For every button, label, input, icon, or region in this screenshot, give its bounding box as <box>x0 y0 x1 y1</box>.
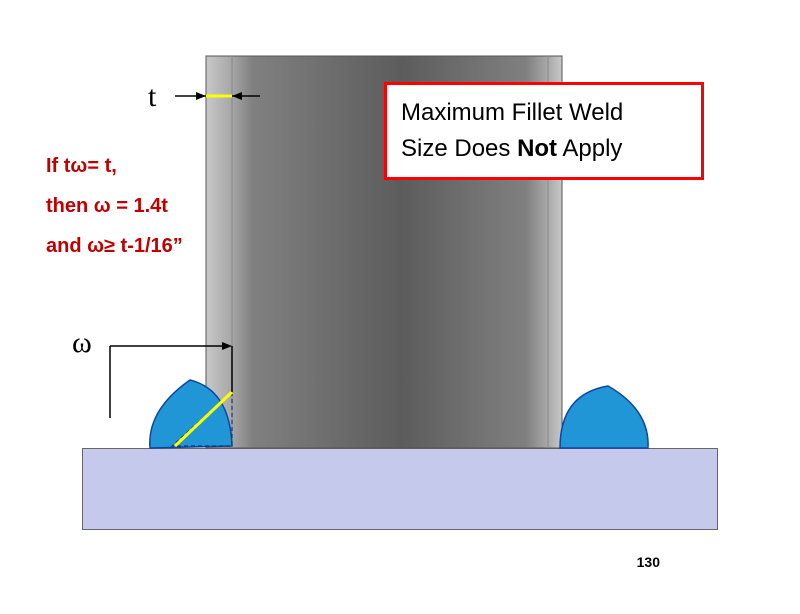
callout-bold: Not <box>517 135 557 162</box>
red-line-3: and ω≥ t-1/16” <box>46 226 183 266</box>
callout-box: Maximum Fillet Weld Size Does Not Apply <box>384 82 704 180</box>
omega-dimension <box>110 342 232 418</box>
red-line-1: If tω= t, <box>46 146 183 186</box>
t-label: t <box>148 80 156 114</box>
callout-line-2: Size Does Not Apply <box>401 131 687 167</box>
callout-post: Apply <box>557 135 622 162</box>
callout-line-1: Maximum Fillet Weld <box>401 95 687 131</box>
t-arrow-left <box>175 92 206 100</box>
omega-text: ω <box>72 326 92 359</box>
page-number: 130 <box>637 554 660 570</box>
red-line-2: then ω = 1.4t <box>46 186 183 226</box>
red-note: If tω= t, then ω = 1.4t and ω≥ t-1/16” <box>46 146 183 266</box>
callout-pre: Size Does <box>401 135 517 162</box>
page-number-text: 130 <box>637 554 660 570</box>
t-arrow-right <box>232 92 260 100</box>
t-text: t <box>148 80 156 113</box>
diagram-container: t ω If tω= t, then ω = 1.4t and ω≥ t-1/1… <box>0 0 800 614</box>
omega-label: ω <box>72 326 92 360</box>
